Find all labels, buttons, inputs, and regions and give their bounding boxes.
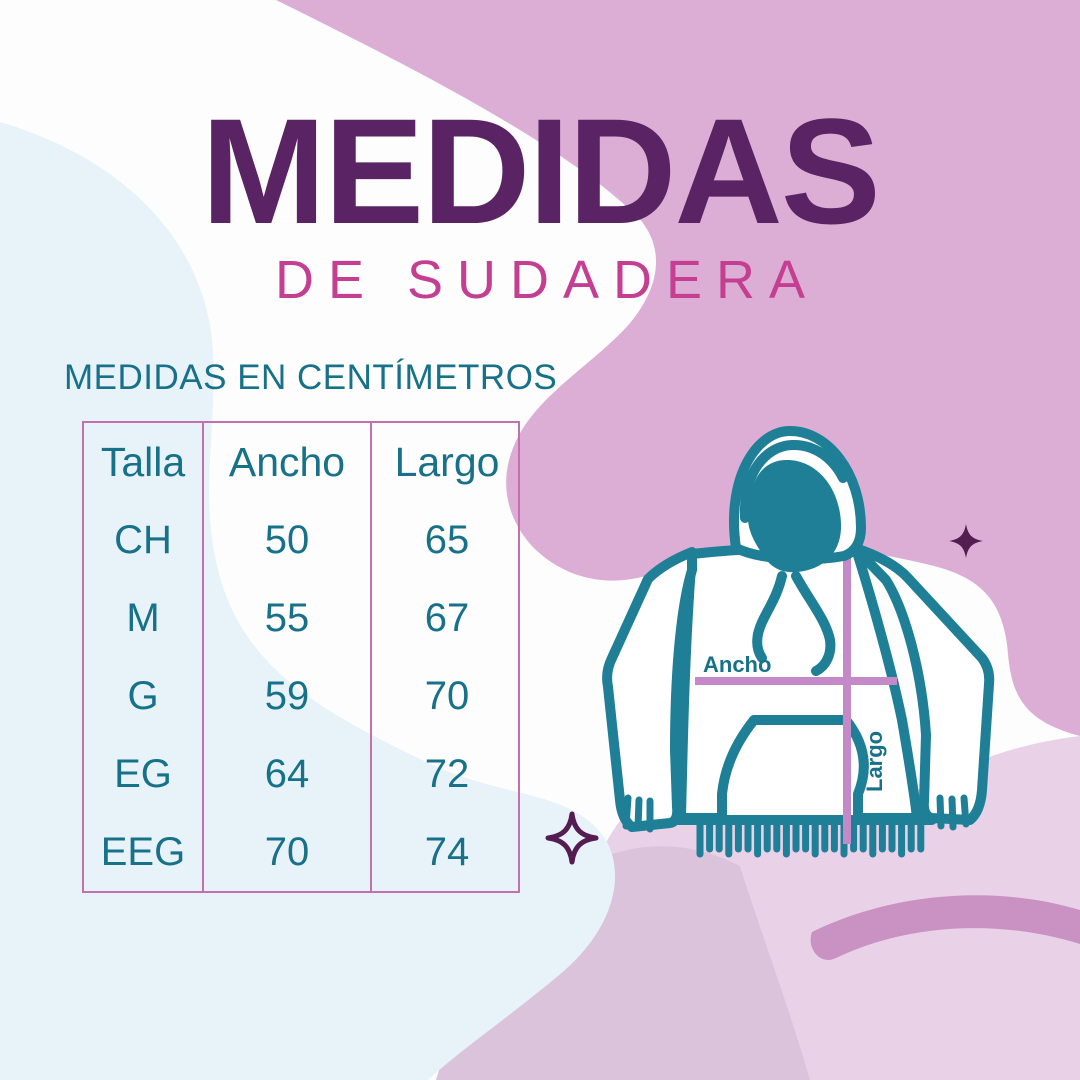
table-cell-length: 74 [370, 813, 522, 891]
blue-blob-left [0, 122, 616, 1080]
page-title: MEDIDAS [201, 87, 881, 255]
hoodie-left-sleeve [602, 547, 697, 832]
hoodie-right-sleeve [850, 543, 995, 825]
section-label: MEDIDAS EN CENTÍMETROS [64, 358, 558, 397]
hoodie-left-cuff-ribbing [622, 794, 654, 833]
hoodie-pocket [717, 715, 869, 824]
table-cell-size: EEG [100, 829, 186, 874]
hoodie-diagram: Ancho Largo [602, 425, 995, 858]
hoodie-face-opening [748, 460, 842, 573]
col-header-largo: Largo [370, 423, 522, 501]
sparkle-filled-icon [949, 524, 983, 558]
table-cell-length: 72 [370, 735, 522, 813]
table-cell-width: 70 [202, 813, 370, 891]
width-measure-label: Ancho [703, 652, 771, 677]
table-cell-size: EG [114, 751, 172, 796]
table-cell-width: 55 [202, 579, 370, 657]
table-cell-length: 70 [370, 657, 522, 735]
table-cell-length: 67 [370, 579, 522, 657]
table-cell-width: 50 [202, 501, 370, 579]
col-header-ancho: Ancho [202, 423, 370, 501]
hoodie-hood-fold [739, 439, 848, 523]
col-header-talla: Talla [100, 438, 186, 485]
hoodie-drawstring-right [791, 571, 836, 676]
table-cell-length: 65 [370, 501, 522, 579]
table-cell-width: 64 [202, 735, 370, 813]
page-subtitle: DE SUDADERA [274, 250, 820, 310]
dark-mauve-crescent [810, 895, 1080, 960]
hoodie-hem-ribbing [696, 819, 925, 858]
mauve-blob-bottom-center [436, 846, 810, 1080]
size-table: Talla Ancho Largo CH 50 65 M 55 67 G 59 … [82, 421, 520, 893]
table-cell-size: CH [114, 517, 172, 562]
hoodie-right-cuff-ribbing [936, 794, 970, 831]
length-measure-label: Largo [862, 731, 887, 792]
sparkle-outline-icon [545, 811, 599, 865]
table-cell-size: G [127, 673, 159, 718]
hoodie-drawstring-left [752, 571, 787, 663]
table-cell-size: M [126, 595, 160, 640]
table-cell-width: 59 [202, 657, 370, 735]
